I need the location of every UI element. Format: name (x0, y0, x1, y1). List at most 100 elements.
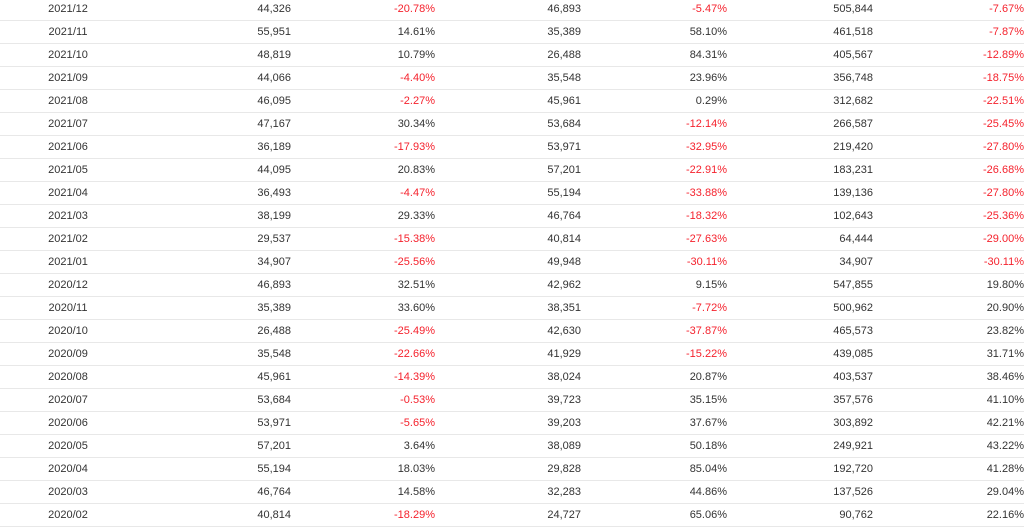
change-cell: -7.72% (581, 296, 727, 320)
change-cell: -30.11% (581, 250, 727, 274)
change-cell: 9.15% (581, 273, 727, 297)
value-cell: 55,194 (435, 181, 581, 205)
value-cell: 49,948 (435, 250, 581, 274)
value-cell: 47,167 (136, 112, 291, 136)
table-row: 2021/01 34,907 -25.56% 49,948 -30.11% 34,907-… (0, 250, 1024, 274)
table-row: 2021/05 44,095 20.83% 57,201 -22.91% 183,231-… (0, 158, 1024, 182)
value-cell: 312,682 (727, 89, 873, 113)
table-row: 2021/04 36,493 -4.47% 55,194 -33.88% 139,136-… (0, 181, 1024, 205)
change-cell: 44.86% (581, 480, 727, 504)
change-cell: 0.29% (581, 89, 727, 113)
change-cell: -0.53% (291, 388, 435, 412)
value-cell: 500,962 (727, 296, 873, 320)
table-row: 2021/10 48,819 10.79% 26,488 84.31% 405,567 -1… (0, 43, 1024, 67)
table-row: 2020/05 57,201 3.64% 38,089 50.18% 249,921 43.… (0, 434, 1024, 458)
change-cell: 14.58% (291, 480, 435, 504)
table-row: 2020/07 53,684 -0.53% 39,723 35.15% 357,576 41… (0, 388, 1024, 412)
month-cell: 2021/05 (0, 158, 136, 182)
table-row: 2021/03 38,199 29.33% 46,764 -18.32% 102,643-… (0, 204, 1024, 228)
table-row: 2020/03 46,764 14.58% 32,283 44.86% 137,526 29… (0, 480, 1024, 504)
value-cell: 34,907 (136, 250, 291, 274)
value-cell: 42,962 (435, 273, 581, 297)
month-cell: 2021/08 (0, 89, 136, 113)
change-cell: 84.31% (581, 43, 727, 67)
month-cell: 2020/08 (0, 365, 136, 389)
change-cell: -37.87% (581, 319, 727, 343)
value-cell: 39,723 (435, 388, 581, 412)
change-cell: -29.00% (873, 227, 1024, 251)
change-cell: -27.80% (873, 135, 1024, 159)
table-row: 2020/08 45,961 -14.39% 38,024 20.87% 403,537 3… (0, 365, 1024, 389)
value-cell: 29,537 (136, 227, 291, 251)
value-cell: 39,203 (435, 411, 581, 435)
value-cell: 55,951 (136, 20, 291, 44)
table-row: 2020/09 35,548 -22.66% 41,929 -15.22% 439,085… (0, 342, 1024, 366)
change-cell: 42.21% (873, 411, 1024, 435)
value-cell: 26,488 (136, 319, 291, 343)
change-cell: -17.93% (291, 135, 435, 159)
value-cell: 139,136 (727, 181, 873, 205)
change-cell: 30.34% (291, 112, 435, 136)
table-row: 2021/07 47,167 30.34% 53,684 -12.14% 266,587-… (0, 112, 1024, 136)
month-cell: 2021/06 (0, 135, 136, 159)
change-cell: -14.39% (291, 365, 435, 389)
value-cell: 46,095 (136, 89, 291, 113)
month-cell: 2021/12 (0, 0, 136, 21)
table-row: 2020/02 40,814 -18.29% 24,727 65.06% 90,762 22… (0, 503, 1024, 527)
value-cell: 547,855 (727, 273, 873, 297)
change-cell: -22.51% (873, 89, 1024, 113)
change-cell: -2.27% (291, 89, 435, 113)
change-cell: 35.15% (581, 388, 727, 412)
value-cell: 34,907 (727, 250, 873, 274)
month-cell: 2021/02 (0, 227, 136, 251)
month-cell: 2021/11 (0, 20, 136, 44)
change-cell: 22.16% (873, 503, 1024, 527)
value-cell: 461,518 (727, 20, 873, 44)
month-cell: 2020/10 (0, 319, 136, 343)
change-cell: -12.89% (873, 43, 1024, 67)
table-row: 2020/06 53,971 -5.65% 39,203 37.67% 303,892 42… (0, 411, 1024, 435)
table-row: 2020/04 55,194 18.03% 29,828 85.04% 192,720 41… (0, 457, 1024, 481)
value-cell: 55,194 (136, 457, 291, 481)
change-cell: -25.56% (291, 250, 435, 274)
value-cell: 53,971 (136, 411, 291, 435)
change-cell: 10.79% (291, 43, 435, 67)
value-cell: 45,961 (435, 89, 581, 113)
value-cell: 505,844 (727, 0, 873, 21)
value-cell: 46,893 (435, 0, 581, 21)
value-cell: 40,814 (435, 227, 581, 251)
change-cell: -4.40% (291, 66, 435, 90)
table-row: 2020/10 26,488 -25.49% 42,630 -37.87% 465,573… (0, 319, 1024, 343)
value-cell: 46,764 (136, 480, 291, 504)
change-cell: 19.80% (873, 273, 1024, 297)
value-cell: 303,892 (727, 411, 873, 435)
change-cell: -22.91% (581, 158, 727, 182)
value-cell: 35,389 (136, 296, 291, 320)
value-cell: 38,351 (435, 296, 581, 320)
value-cell: 356,748 (727, 66, 873, 90)
value-cell: 35,548 (136, 342, 291, 366)
value-cell: 45,961 (136, 365, 291, 389)
month-cell: 2020/11 (0, 296, 136, 320)
value-cell: 249,921 (727, 434, 873, 458)
value-cell: 44,326 (136, 0, 291, 21)
value-cell: 46,893 (136, 273, 291, 297)
value-cell: 44,095 (136, 158, 291, 182)
value-cell: 36,493 (136, 181, 291, 205)
change-cell: 38.46% (873, 365, 1024, 389)
change-cell: -22.66% (291, 342, 435, 366)
value-cell: 35,389 (435, 20, 581, 44)
change-cell: -15.38% (291, 227, 435, 251)
month-cell: 2020/09 (0, 342, 136, 366)
change-cell: 65.06% (581, 503, 727, 527)
change-cell: 58.10% (581, 20, 727, 44)
change-cell: -7.67% (873, 0, 1024, 21)
change-cell: 50.18% (581, 434, 727, 458)
change-cell: -25.36% (873, 204, 1024, 228)
value-cell: 38,199 (136, 204, 291, 228)
change-cell: -18.75% (873, 66, 1024, 90)
month-cell: 2021/07 (0, 112, 136, 136)
value-cell: 357,576 (727, 388, 873, 412)
value-cell: 465,573 (727, 319, 873, 343)
